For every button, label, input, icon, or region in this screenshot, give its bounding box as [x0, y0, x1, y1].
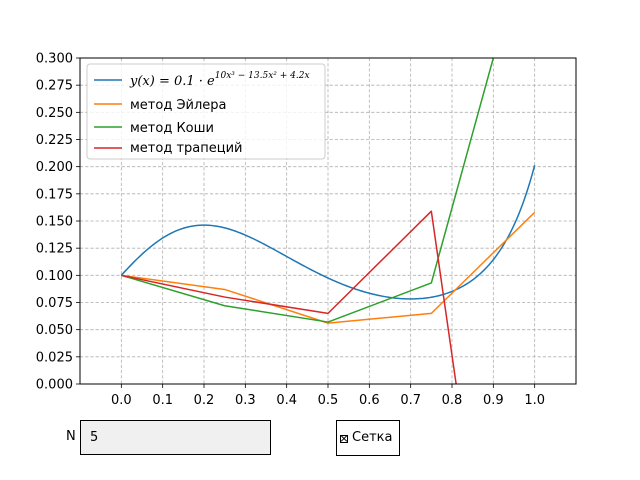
x-tick-label: 0.9 [483, 393, 504, 408]
y-tick-label: 0.075 [36, 296, 73, 311]
grid-checkbox-button[interactable]: Сетка [336, 420, 400, 456]
n-input-value: 5 [90, 430, 99, 445]
legend: y(x) = 0.1 · e10x³ − 13.5x² + 4.2x метод… [86, 63, 326, 160]
x-tick-label: 0.4 [276, 393, 297, 408]
series-exact-line [120, 164, 536, 300]
legend-box [86, 63, 326, 160]
y-tick-label: 0.025 [36, 350, 73, 365]
y-tick-label: 0.050 [36, 323, 73, 338]
series-trapezoid-line [121, 210, 457, 384]
x-tick-label: 0.6 [359, 393, 380, 408]
x-tick-label: 0.3 [235, 393, 256, 408]
x-tick-label: 0.2 [194, 393, 215, 408]
series-euler-line [121, 211, 536, 324]
y-axis-ticks: 0.000 0.025 0.050 0.075 0.100 0.125 0.150 0.175… [36, 52, 80, 393]
x-tick-label: 1.0 [524, 393, 545, 408]
legend-label-cauchy: метод Коши [130, 121, 214, 136]
x-tick-label: 0.0 [111, 393, 132, 408]
x-tick-label: 0.1 [152, 393, 173, 408]
y-tick-label: 0.175 [36, 187, 73, 202]
y-tick-label: 0.000 [36, 378, 73, 393]
legend-label-exact: y(x) = 0.1 · e10x³ − 13.5x² + 4.2x [129, 71, 310, 89]
x-tick-label: 0.7 [400, 393, 421, 408]
x-tick-label: 0.8 [442, 393, 463, 408]
y-tick-label: 0.225 [36, 133, 73, 148]
n-input[interactable]: 5 [80, 420, 271, 455]
series-layer [120, 58, 536, 384]
y-tick-label: 0.150 [36, 215, 73, 230]
legend-label-trapezoid: метод трапеций [130, 141, 243, 156]
y-tick-label: 0.100 [36, 269, 73, 284]
checkbox-checked-icon[interactable] [340, 435, 348, 443]
legend-label-euler: метод Эйлера [130, 98, 227, 113]
y-tick-label: 0.275 [36, 79, 73, 94]
y-tick-label: 0.125 [36, 242, 73, 257]
y-tick-label: 0.200 [36, 160, 73, 175]
series-cauchy-line [121, 58, 495, 323]
grid-checkbox-label: Сетка [352, 430, 393, 445]
x-tick-label: 0.5 [318, 393, 339, 408]
y-tick-label: 0.250 [36, 106, 73, 121]
x-axis-ticks: 0.0 0.1 0.2 0.3 0.4 0.5 0.6 0.7 0.8 0.9 1.0 [111, 384, 545, 408]
y-tick-label: 0.300 [36, 52, 73, 67]
